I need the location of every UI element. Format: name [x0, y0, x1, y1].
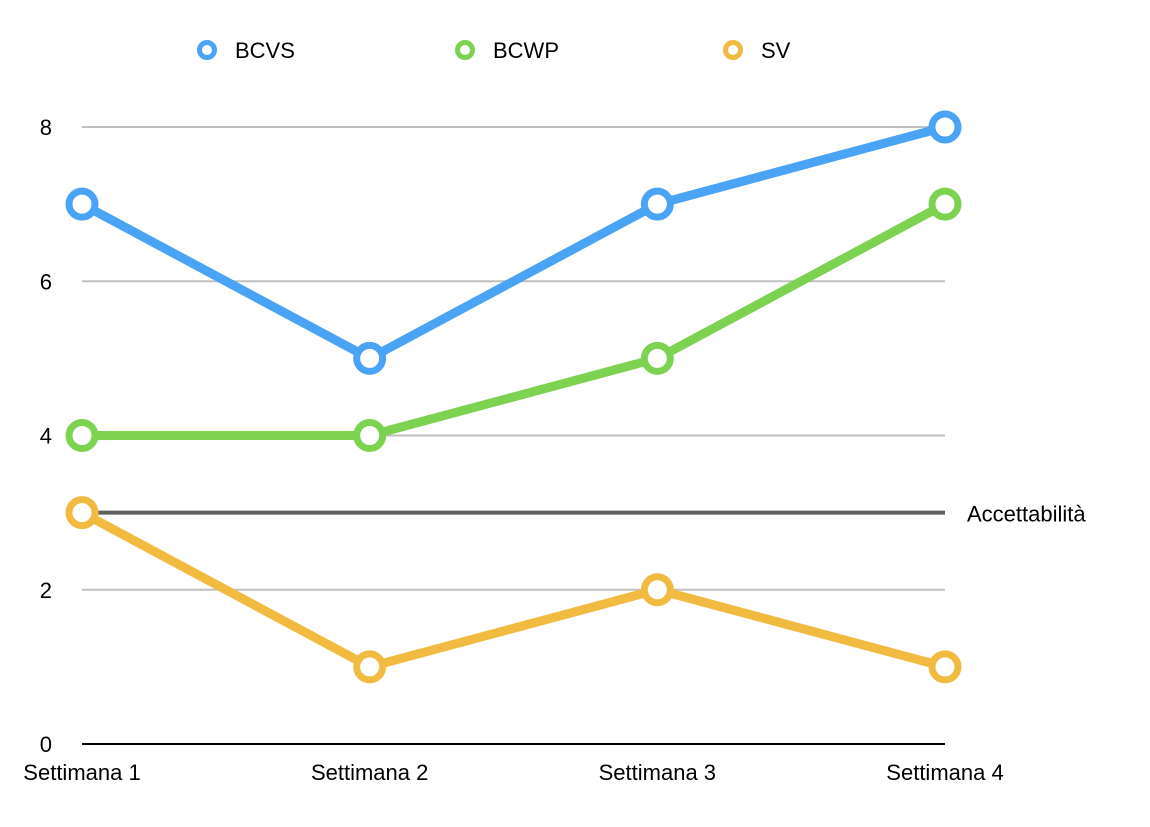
legend-item-bcwp: BCWP: [455, 38, 559, 63]
data-point-sv: [353, 650, 387, 684]
data-point-bcvs: [928, 110, 962, 144]
reference-line-group: Accettabilità: [82, 502, 1086, 527]
series-line-bcvs: [77, 122, 950, 363]
data-point-bcwp: [353, 419, 387, 452]
x-tick-label: Settimana 4: [886, 760, 1003, 785]
legend-item-sv: SV: [723, 38, 791, 63]
x-tick-label: Settimana 1: [23, 760, 140, 785]
y-tick-label: 0: [40, 732, 52, 757]
reference-line-label: Accettabilità: [967, 502, 1086, 527]
legend-marker-sv: [723, 40, 743, 60]
data-point-bcvs: [353, 341, 387, 375]
series-line-sv: [77, 508, 950, 672]
legend: BCVS BCWP SV: [197, 38, 791, 63]
data-point-bcwp: [640, 341, 674, 375]
x-tick-label: Settimana 3: [599, 760, 716, 785]
data-point-sv: [640, 573, 674, 607]
y-tick-label: 4: [40, 424, 52, 449]
y-tick-label: 8: [40, 115, 52, 140]
series-bcvs: [65, 110, 962, 375]
data-point-bcwp: [65, 419, 99, 452]
data-point-sv: [928, 650, 962, 684]
gridlines: [82, 126, 945, 591]
series-bcwp: [65, 187, 962, 452]
series-line-bcwp: [77, 199, 950, 440]
y-tick-label: 6: [40, 269, 52, 294]
legend-item-bcvs: BCVS: [197, 38, 295, 63]
legend-marker-bcwp: [455, 40, 475, 60]
x-tick-label: Settimana 2: [311, 760, 428, 785]
legend-label-bcvs: BCVS: [235, 38, 295, 63]
data-point-bcvs: [640, 187, 674, 221]
legend-label-bcwp: BCWP: [493, 38, 559, 63]
y-tick-label: 2: [40, 578, 52, 603]
legend-marker-bcvs: [197, 40, 217, 60]
data-point-bcvs: [65, 187, 99, 221]
axes: 0 2 4 6 8 Settimana 1 Settimana 2 Settimana 3 Se…: [23, 115, 1003, 785]
series-group: [65, 110, 962, 684]
data-point-bcwp: [928, 187, 962, 221]
data-point-sv: [65, 496, 99, 530]
series-sv: [65, 496, 962, 684]
legend-label-sv: SV: [761, 38, 791, 63]
